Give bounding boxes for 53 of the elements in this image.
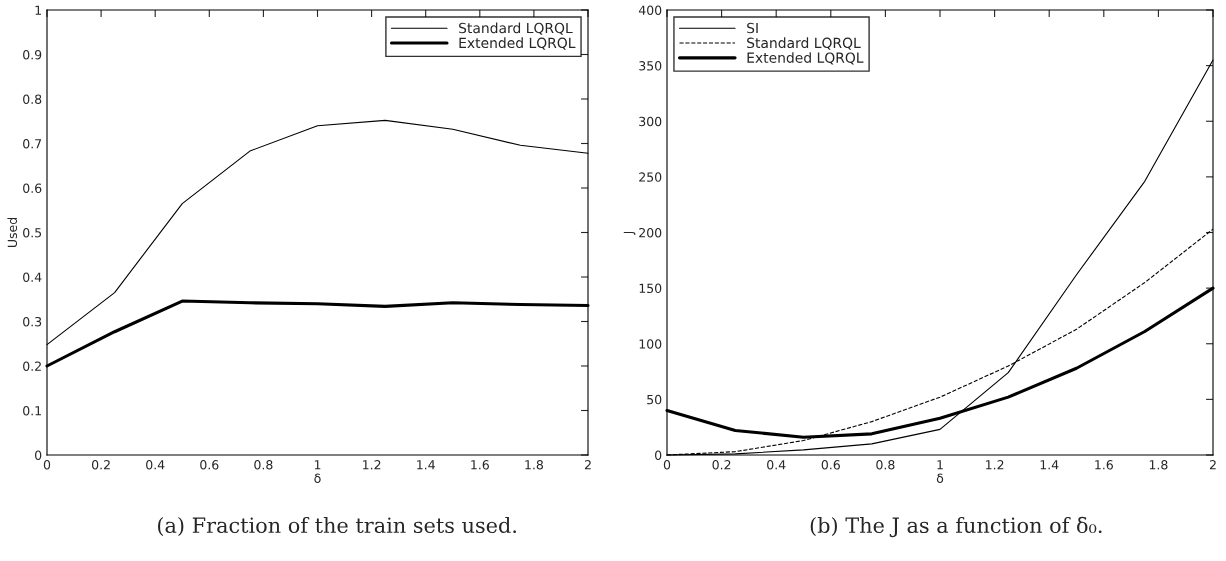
y-tick-label: 0.1 <box>23 405 41 416</box>
x-tick-label: 0.8 <box>254 460 273 470</box>
legend-label: Extended LQRQL <box>459 37 576 50</box>
x-tick-label: 0.2 <box>712 460 731 470</box>
x-tick-label: 1.6 <box>1095 460 1113 470</box>
x-tick-label: 2 <box>584 460 591 470</box>
text: (b) The J as a function of δ₀. <box>810 516 1102 538</box>
y-tick-label: 0 <box>655 450 662 460</box>
y-tick-label: 0.4 <box>23 272 42 282</box>
y-tick-label: 300 <box>639 116 662 127</box>
y-tick-label: 0.5 <box>23 227 42 238</box>
y-tick-label: 0.6 <box>23 183 42 193</box>
x-tick-label: 0.6 <box>821 460 840 470</box>
legend-label: Standard LQRQL <box>747 37 861 50</box>
y-tick-label: 0.8 <box>23 94 42 104</box>
y-tick-label: 0.7 <box>23 138 42 149</box>
x-tick-label: 1.2 <box>986 460 1004 470</box>
x-tick-label: 0 <box>43 460 51 470</box>
y-tick-label: 0.9 <box>23 49 42 60</box>
x-tick-label: 1.2 <box>363 460 381 470</box>
x-tick-label: 1.8 <box>525 460 543 470</box>
y-tick-label: 0 <box>35 450 42 460</box>
x-tick-label: 0 <box>663 460 671 470</box>
x-tick-label: 1 <box>314 460 321 470</box>
y-tick-label: 150 <box>639 283 662 294</box>
y-tick-label: 350 <box>639 61 662 71</box>
y-tick-label: 50 <box>647 394 662 405</box>
y-tick-label: 400 <box>638 5 662 15</box>
y-tick-label: 1 <box>35 5 41 15</box>
x-tick-label: 1.4 <box>1040 460 1059 470</box>
legend-label: SI <box>747 22 758 34</box>
x-tick-label: 0.8 <box>876 460 895 470</box>
legend-label: Extended LQRQL <box>747 52 864 65</box>
y-axis-title: J <box>623 231 636 235</box>
x-tick-label: 0.2 <box>91 460 110 470</box>
x-tick-label: 1 <box>937 460 943 470</box>
x-axis-title: δ <box>936 473 944 484</box>
y-tick-label: 250 <box>639 172 662 182</box>
x-tick-label: 0.4 <box>146 460 165 470</box>
y-tick-label: 100 <box>639 339 662 349</box>
legend-label: Standard LQRQL <box>459 22 573 35</box>
x-tick-label: 0.4 <box>767 460 786 470</box>
x-tick-label: 0.6 <box>200 460 219 470</box>
x-tick-label: 2 <box>1209 460 1216 470</box>
y-tick-label: 0.2 <box>23 361 41 371</box>
y-tick-label: 200 <box>639 227 662 238</box>
x-tick-label: 1.8 <box>1149 460 1168 470</box>
text: (a) Fraction of the train sets used. <box>158 516 516 536</box>
y-tick-label: 0.3 <box>23 316 42 327</box>
x-axis-title: δ <box>314 473 321 484</box>
x-tick-label: 1.4 <box>417 460 435 470</box>
x-tick-label: 1.6 <box>471 460 489 470</box>
y-axis-title: Used <box>7 217 18 248</box>
